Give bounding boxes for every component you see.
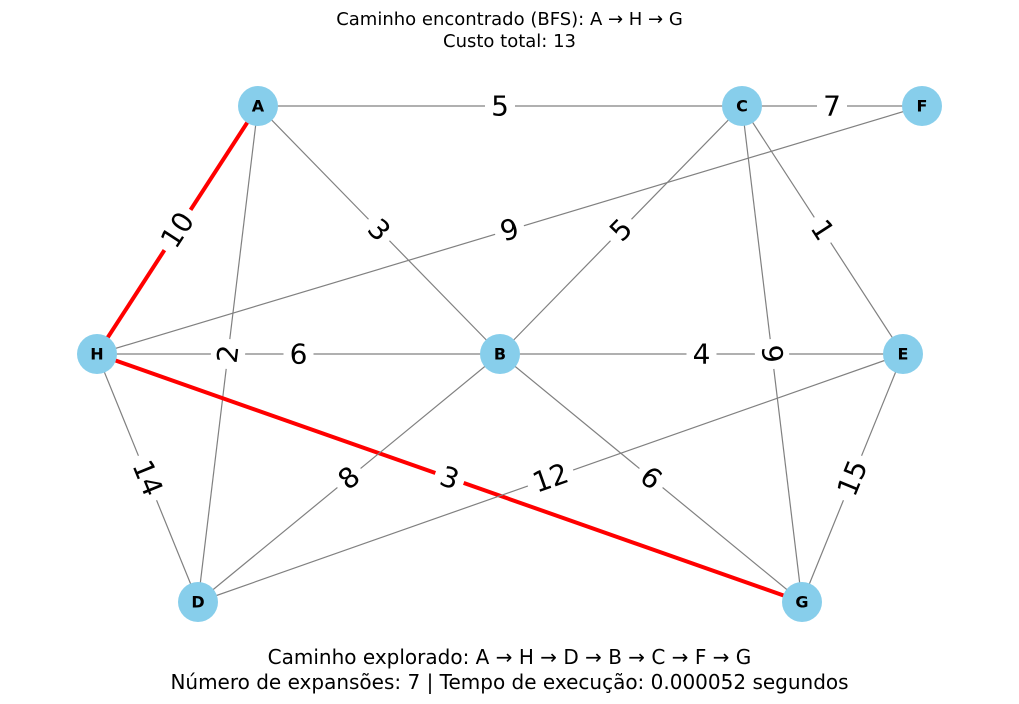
node-circle [902, 86, 942, 126]
weight-label-C-E: 1 [800, 208, 845, 252]
node-H: H [77, 334, 117, 374]
node-circle [238, 86, 278, 126]
weight-labels-layer: 5 710 329 5 196 414 38 612 15 [122, 89, 878, 507]
weight-label-background [800, 208, 845, 252]
weight-label-background [283, 337, 314, 371]
weight-label-background [326, 455, 372, 501]
weight-label-background [522, 453, 579, 503]
node-circle [722, 86, 762, 126]
node-label: A [252, 97, 265, 116]
node-circle [883, 334, 923, 374]
weight-label-background [209, 337, 247, 371]
weight-label-H-D: 14 [122, 449, 173, 507]
weight-label-A-H: 10 [150, 200, 205, 260]
node-D: D [178, 582, 218, 622]
weight-label-background [490, 209, 529, 251]
nodes-layer: A C F H B E D G [77, 86, 942, 622]
weight-label-background [429, 456, 470, 500]
node-label: F [917, 97, 928, 116]
node-circle [178, 582, 218, 622]
weight-label-D-E: 12 [522, 453, 579, 503]
weight-label-background [827, 449, 878, 507]
weight-label-background [686, 337, 717, 371]
weight-label-C-G: 9 [753, 337, 791, 371]
figure-title: Caminho encontrado (BFS): A → H → G Cust… [0, 9, 1019, 53]
node-G: G [782, 582, 822, 622]
node-label: G [795, 593, 808, 612]
weight-text: 2 [211, 343, 246, 365]
node-B: B [480, 334, 520, 374]
node-label: C [736, 97, 748, 116]
node-label: E [898, 345, 909, 364]
weight-text: 6 [290, 338, 308, 371]
node-label: D [191, 593, 204, 612]
weight-text: 7 [823, 90, 841, 123]
weight-label-B-G: 6 [628, 455, 674, 501]
weight-text: 9 [755, 343, 790, 365]
weight-label-background [485, 89, 515, 123]
weight-label-C-F: 7 [817, 89, 847, 123]
title-path: Caminho encontrado (BFS): A → H → G [336, 9, 683, 30]
weight-label-B-D: 8 [326, 455, 372, 501]
figure-footer: Caminho explorado: A → H → D → B → C → F… [0, 645, 1019, 695]
title-cost: Custo total: 13 [443, 31, 576, 52]
weight-label-background [628, 455, 674, 501]
weight-label-H-B: 6 [283, 337, 314, 371]
node-circle [782, 582, 822, 622]
execution-stats: Número de expansões: 7 | Tempo de execuç… [170, 670, 849, 694]
weight-label-background [598, 207, 644, 253]
weight-label-background [356, 207, 402, 253]
node-circle [480, 334, 520, 374]
weight-label-H-F: 9 [490, 209, 529, 251]
weight-label-background [150, 200, 205, 260]
weight-label-E-G: 15 [827, 449, 878, 507]
weight-label-background [817, 89, 847, 123]
node-label: B [494, 345, 506, 364]
weight-text: 4 [693, 338, 711, 371]
weight-label-A-D: 2 [209, 337, 247, 371]
weight-label-A-C: 5 [485, 89, 515, 123]
node-F: F [902, 86, 942, 126]
weight-label-B-E: 4 [686, 337, 717, 371]
weight-label-background [753, 337, 791, 371]
node-A: A [238, 86, 278, 126]
node-label: H [90, 345, 103, 364]
weight-label-background [122, 449, 173, 507]
node-C: C [722, 86, 762, 126]
weight-label-H-G: 3 [429, 456, 470, 500]
node-E: E [883, 334, 923, 374]
node-circle [77, 334, 117, 374]
explored-path: Caminho explorado: A → H → D → B → C → F… [267, 645, 752, 669]
weight-text: 5 [491, 90, 509, 123]
